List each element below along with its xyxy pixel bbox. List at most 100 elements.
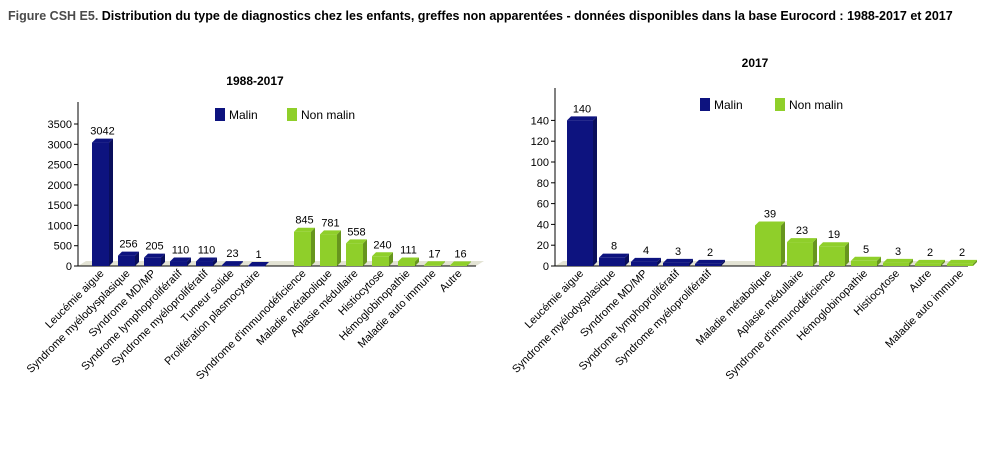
bar-front: [947, 263, 973, 266]
bar-autre: [450, 261, 471, 266]
chart-title: 1988-2017: [226, 74, 284, 88]
y-tick-label: 120: [531, 136, 549, 148]
bar-side: [781, 221, 785, 266]
legend-swatch-malin: [215, 108, 225, 121]
value-label-syndrome-myelodysplasique: 256: [119, 239, 137, 251]
category-label-autre: Autre: [438, 268, 465, 295]
bar-side: [877, 256, 881, 266]
bar-front: [851, 260, 877, 266]
y-tick-label: 2000: [48, 180, 72, 192]
bar-syndrome-md-mp: [631, 257, 661, 266]
bar-front: [450, 265, 467, 266]
bar-front: [883, 262, 909, 266]
value-label-proliferation-plasmocytaire: 1: [255, 249, 261, 261]
bar-top: [346, 239, 367, 244]
bar-side: [657, 257, 661, 266]
bar-top: [398, 257, 419, 262]
bar-top: [819, 242, 849, 247]
value-label-maladie-metabolique: 39: [764, 208, 776, 220]
value-label-syndrome-d-immunodeficience: 845: [295, 215, 313, 227]
y-tick-label: 0: [66, 261, 72, 273]
bar-side: [625, 253, 629, 266]
bar-front: [372, 256, 389, 266]
bar-front: [819, 246, 845, 266]
bar-side: [187, 257, 191, 266]
bar-front: [755, 225, 781, 266]
bar-syndrome-md-mp: [144, 253, 165, 266]
y-tick-label: 1500: [48, 200, 72, 212]
bar-side: [813, 238, 817, 266]
value-label-syndrome-myelodysplasique: 8: [611, 241, 617, 253]
y-tick-label: 20: [537, 240, 549, 252]
bar-syndrome-myelodysplasique: [599, 253, 629, 266]
value-label-syndrome-lymphoproliferatif: 3: [675, 246, 681, 258]
bar-front: [294, 231, 311, 266]
value-label-autre: 2: [927, 247, 933, 259]
bar-tumeur-solide: [222, 261, 243, 266]
value-label-leucemie-aigue: 140: [573, 103, 591, 115]
value-label-histiocytose: 240: [373, 239, 391, 251]
bar-front: [631, 261, 657, 266]
bar-side: [845, 242, 849, 266]
figure-number: Figure CSH E5.: [8, 9, 99, 23]
bar-side: [721, 259, 725, 266]
y-tick-label: 1000: [48, 220, 72, 232]
bar-top: [695, 259, 725, 264]
bar-side: [109, 138, 113, 266]
bar-front: [320, 234, 337, 266]
value-label-hemoglobinopathie: 111: [400, 244, 417, 256]
bar-top: [92, 138, 113, 143]
bar-side: [909, 258, 913, 266]
bar-side: [135, 251, 139, 266]
bar-side: [441, 261, 445, 266]
bar-top: [248, 261, 269, 266]
value-label-aplasie-medullaire: 558: [347, 226, 365, 238]
bar-top: [787, 238, 817, 243]
value-label-maladie-auto-immune: 17: [428, 248, 440, 260]
bar-syndrome-lymphoproliferatif: [663, 258, 693, 266]
bar-side: [415, 257, 419, 266]
bar-top: [755, 221, 785, 226]
bar-aplasie-medullaire: [346, 239, 367, 266]
bar-top: [424, 261, 445, 266]
bar-front: [787, 242, 813, 266]
value-label-histiocytose: 3: [895, 246, 901, 258]
bar-maladie-metabolique: [755, 221, 785, 266]
bar-front: [92, 142, 109, 266]
bar-front: [915, 263, 941, 266]
bar-front: [248, 265, 265, 267]
bar-front: [599, 257, 625, 266]
bar-top: [144, 253, 165, 258]
chart-title: 2017: [742, 56, 769, 70]
legend-label-non-malin: Non malin: [789, 98, 843, 112]
bar-side: [161, 253, 165, 266]
y-tick-label: 80: [537, 178, 549, 190]
value-label-syndrome-md-mp: 205: [145, 241, 163, 253]
legend-label-malin: Malin: [229, 108, 258, 122]
value-label-autre: 16: [454, 248, 466, 260]
bar-leucemie-aigue: [567, 116, 597, 267]
bar-side: [689, 258, 693, 266]
bar-top: [883, 258, 913, 263]
bar-front: [222, 265, 239, 266]
bar-front: [144, 257, 161, 266]
bar-top: [170, 257, 191, 262]
category-label-autre: Autre: [907, 268, 934, 295]
legend-swatch-non-malin: [287, 108, 297, 121]
bar-hemoglobinopathie: [398, 257, 419, 266]
legend-swatch-non-malin: [775, 98, 785, 111]
bar-side: [593, 116, 597, 267]
bar-top: [118, 251, 139, 256]
bar-front: [695, 263, 721, 266]
bar-side: [363, 239, 367, 266]
bar-top: [851, 256, 881, 261]
bar-top: [294, 227, 315, 232]
bar-front: [118, 255, 135, 266]
bar-side: [941, 259, 945, 266]
bar-top: [196, 257, 217, 262]
y-tick-label: 100: [531, 157, 549, 169]
bar-syndrome-d-immunodeficience: [294, 227, 315, 266]
bar-side: [213, 257, 217, 266]
y-tick-label: 140: [531, 115, 549, 127]
value-label-maladie-metabolique: 781: [321, 217, 339, 229]
